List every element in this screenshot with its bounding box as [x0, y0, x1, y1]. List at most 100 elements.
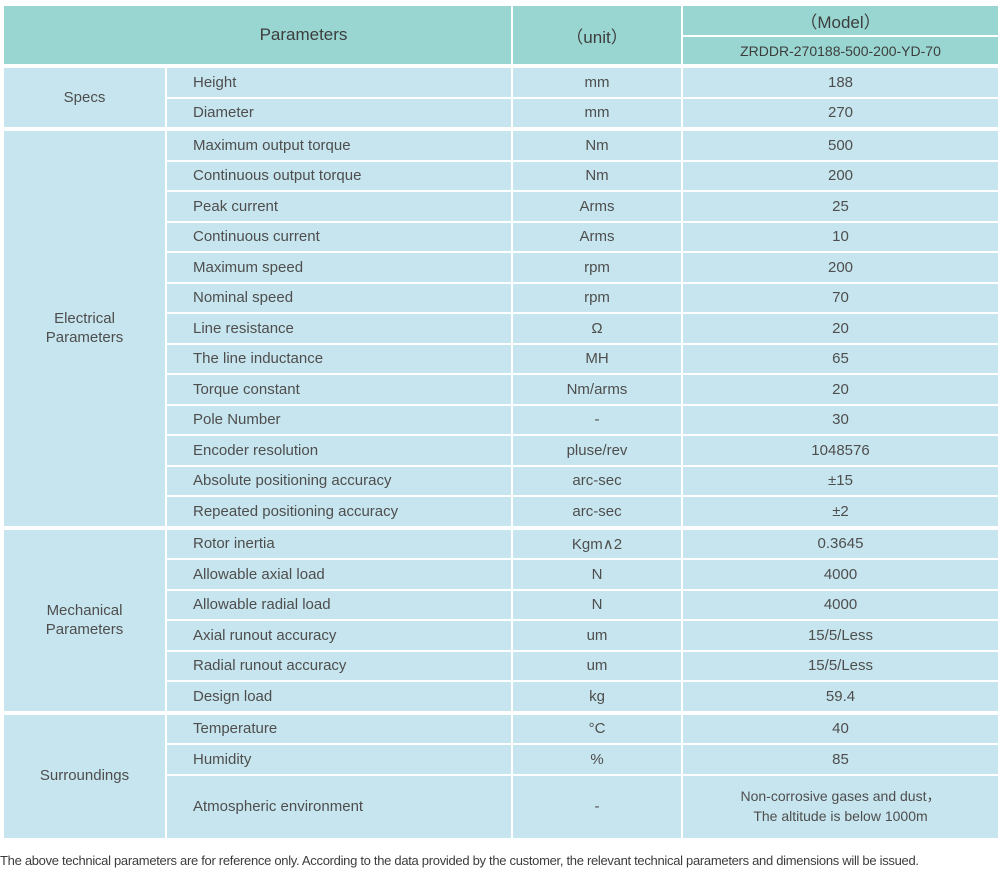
model-number-cell: ZRDDR-270188-500-200-YD-70 [681, 35, 1000, 68]
param-cell: Torque constant [165, 373, 513, 406]
group-label: Specs [2, 64, 167, 130]
param-cell: Maximum speed [165, 251, 513, 284]
unit-cell: Kgm∧2 [511, 525, 683, 560]
unit-cell: Nm [511, 159, 683, 192]
table-row: Continuous output torque Nm 200 [3, 159, 1000, 192]
value-cell: 500 [681, 127, 1000, 162]
value-cell: 85 [681, 743, 1000, 776]
value-cell: 15/5/Less [681, 649, 1000, 682]
model-header-cell: （Model） [681, 4, 1000, 37]
unit-cell: N [511, 558, 683, 591]
unit-cell: um [511, 649, 683, 682]
value-cell: 4000 [681, 558, 1000, 591]
unit-cell: pluse/rev [511, 434, 683, 467]
unit-cell: kg [511, 680, 683, 714]
spec-table: Parameters （unit） （Model） ZRDDR-270188-5… [2, 4, 1000, 840]
unit-cell: Arms [511, 190, 683, 223]
param-cell: Diameter [165, 96, 513, 130]
value-cell: ±2 [681, 495, 1000, 529]
value-cell: 59.4 [681, 680, 1000, 714]
unit-cell: mm [511, 96, 683, 130]
value-cell: 200 [681, 159, 1000, 192]
value-cell: 0.3645 [681, 525, 1000, 560]
param-cell: The line inductance [165, 342, 513, 375]
value-cell: 40 [681, 710, 1000, 745]
table-row: Atmospheric environment - Non-corrosive ga… [3, 773, 1000, 840]
param-cell: Pole Number [165, 403, 513, 436]
unit-cell: Nm [511, 127, 683, 162]
unit-cell: mm [511, 64, 683, 99]
value-cell: 1048576 [681, 434, 1000, 467]
unit-cell: rpm [511, 281, 683, 314]
table-row: Maximum speed rpm 200 [3, 251, 1000, 284]
param-cell: Continuous current [165, 220, 513, 253]
spec-table-body: Specs Height mm 188 Diameter mm 270 Electrical … [2, 64, 1000, 840]
unit-cell: °C [511, 710, 683, 745]
table-row: Encoder resolution pluse/rev 1048576 [3, 434, 1000, 467]
unit-cell: Ω [511, 312, 683, 345]
param-cell: Allowable axial load [165, 558, 513, 591]
header-row-bottom: ZRDDR-270188-500-200-YD-70 [3, 35, 1000, 68]
unit-cell: rpm [511, 251, 683, 284]
value-cell: Non-corrosive gases and dust， The altitu… [681, 773, 1000, 840]
table-row: Design load kg 59.4 [3, 680, 1000, 714]
table-row: Surroundings Temperature °C 40 [2, 710, 1000, 840]
param-cell: Design load [165, 680, 513, 714]
parameters-header-cell: Parameters [2, 4, 513, 68]
param-cell: Maximum output torque [165, 127, 513, 162]
value-cell: 20 [681, 312, 1000, 345]
table-row: Line resistance Ω 20 [3, 312, 1000, 345]
table-row: Specs Height mm 188 [2, 64, 1000, 130]
unit-cell: arc-sec [511, 464, 683, 497]
param-cell: Axial runout accuracy [165, 619, 513, 652]
value-cell: 200 [681, 251, 1000, 284]
group-label: Mechanical Parameters [2, 525, 167, 714]
param-cell: Rotor inertia [165, 525, 513, 560]
table-row: Mechanical Parameters Rotor inertia Kgm∧2 0… [2, 525, 1000, 714]
table-row: Diameter mm 270 [3, 96, 1000, 130]
unit-cell: MH [511, 342, 683, 375]
table-header: Parameters （unit） （Model） ZRDDR-270188-5… [2, 4, 1000, 68]
table-row: Humidity% 85 [3, 743, 1000, 776]
value-cell: 15/5/Less [681, 619, 1000, 652]
value-cell: 25 [681, 190, 1000, 223]
unit-cell: % [511, 743, 683, 776]
unit-cell: - [511, 403, 683, 436]
group-label: Electrical Parameters [2, 127, 167, 529]
value-cell: 65 [681, 342, 1000, 375]
table-row: The line inductance MH 65 [3, 342, 1000, 375]
unit-cell: - [511, 773, 683, 840]
unit-cell: Nm/arms [511, 373, 683, 406]
value-cell: 4000 [681, 588, 1000, 621]
table-row: Absolute positioning accuracy arc-sec ±15 [3, 464, 1000, 497]
param-cell: Allowable radial load [165, 588, 513, 621]
value-cell: 70 [681, 281, 1000, 314]
unit-cell: Arms [511, 220, 683, 253]
table-row: Repeated positioning accuracy arc-sec ±2 [3, 495, 1000, 529]
footer-note: The above technical parameters are for r… [0, 852, 919, 868]
table-row: Torque constant Nm/arms 20 [3, 373, 1000, 406]
param-cell: Height [165, 64, 513, 99]
value-cell: ±15 [681, 464, 1000, 497]
param-cell: Line resistance [165, 312, 513, 345]
table-row: Electrical Parameters Maximum output torq… [2, 127, 1000, 529]
param-cell: Absolute positioning accuracy [165, 464, 513, 497]
unit-cell: arc-sec [511, 495, 683, 529]
param-cell: Peak current [165, 190, 513, 223]
value-cell: 30 [681, 403, 1000, 436]
unit-cell: N [511, 588, 683, 621]
spec-sheet-page: Parameters （unit） （Model） ZRDDR-270188-5… [0, 4, 1000, 868]
table-row: Continuous current Arms 10 [3, 220, 1000, 253]
value-cell: 188 [681, 64, 1000, 99]
table-row: Radial runout accuracy um 15/5/Less [3, 649, 1000, 682]
param-cell: Humidity [165, 743, 513, 776]
group-label: Surroundings [2, 710, 167, 840]
param-cell: Encoder resolution [165, 434, 513, 467]
unit-header-cell: （unit） [511, 4, 683, 68]
param-cell: Nominal speed [165, 281, 513, 314]
param-cell: Continuous output torque [165, 159, 513, 192]
param-cell: Atmospheric environment [165, 773, 513, 840]
value-cell: 270 [681, 96, 1000, 130]
table-row: Peak current Arms 25 [3, 190, 1000, 223]
param-cell: Radial runout accuracy [165, 649, 513, 682]
